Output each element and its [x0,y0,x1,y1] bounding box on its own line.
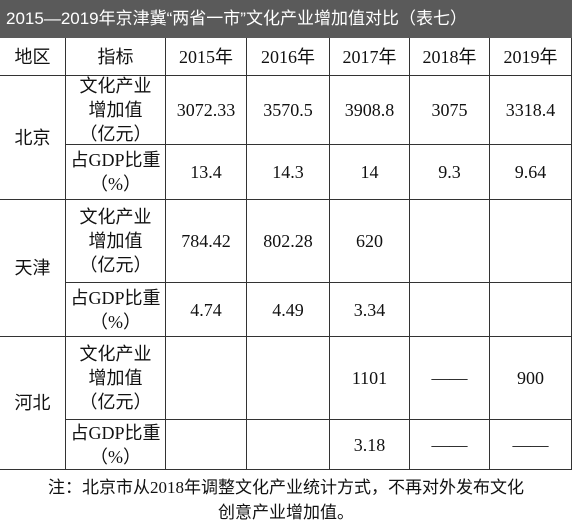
value-cell: 4.74 [166,283,247,337]
value-text: 14.3 [272,162,304,182]
value-cell [166,420,247,470]
value-text: 3318.4 [505,100,556,120]
value-text: 3570.5 [263,100,313,120]
value-cell: 3.34 [330,283,410,337]
indicator-line: 文化产业 [79,344,152,364]
note-line: 创意产业增加值。 [218,502,354,522]
header-text: 指标 [97,46,134,67]
value-cell: 3075 [410,76,490,145]
indicator-cell: 占GDP比重 （%） [66,283,166,337]
value-text: —— [431,368,468,388]
indicator-cell: 文化产业增加值 （亿元） [66,337,166,420]
value-cell: 784.42 [166,200,247,283]
header-text: 2019年 [503,46,558,67]
value-cell [490,283,572,337]
indicator-line: （%） [90,311,141,332]
indicator-line: 文化产业 [79,76,152,96]
value-text: 900 [517,368,544,388]
header-text: 2015年 [179,46,233,67]
header-cell: 2016年 [247,38,330,76]
indicator-line: （亿元） [79,255,152,275]
value-cell [166,337,247,420]
header-text: 2018年 [422,46,477,67]
value-text: 4.49 [272,299,304,320]
header-text: 2017年 [342,46,397,67]
value-cell [490,200,572,283]
value-text: 3.18 [353,434,386,455]
table-title: 2015—2019年京津冀“两省一市”文化产业增加值对比（表七） [0,0,572,38]
value-text: 9.64 [514,162,547,182]
header-cell: 2015年 [166,38,247,76]
value-cell: 802.28 [247,200,330,283]
indicator-line: 增加值 [88,100,143,120]
value-text: 3.34 [353,299,386,320]
value-cell: 9.64 [490,145,572,200]
value-cell: 9.3 [410,145,490,200]
header-text: 地区 [14,46,51,67]
region-text: 天津 [14,258,51,278]
value-text: 3075 [431,100,468,120]
value-cell: 1101 [330,337,410,420]
value-text: 784.42 [181,231,231,251]
header-cell: 地区 [0,38,66,76]
value-text: 9.3 [438,162,461,182]
value-text: 620 [356,231,383,251]
indicator-line: 增加值 [88,368,143,388]
value-cell: 3318.4 [490,76,572,145]
value-cell: 4.49 [247,283,330,337]
indicator-cell: 文化产业增加值 （亿元） [66,76,166,145]
value-cell [410,283,490,337]
value-cell: 3908.8 [330,76,410,145]
indicator-cell: 文化产业增加值 （亿元） [66,200,166,283]
region-cell: 北京 [0,76,66,200]
value-cell: 3570.5 [247,76,330,145]
value-text: 802.28 [263,231,313,251]
value-text: —— [431,434,468,455]
value-cell: 3.18 [330,420,410,470]
value-cell: 3072.33 [166,76,247,145]
region-cell: 河北 [0,337,66,470]
value-cell: —— [410,337,490,420]
indicator-cell: 占GDP比重 （%） [66,420,166,470]
value-text: 14 [360,162,379,182]
indicator-line: 占GDP比重 [70,422,161,443]
indicator-line: 占GDP比重 [70,287,161,308]
indicator-line: 占GDP比重 [70,150,161,170]
header-text: 2016年 [261,46,315,67]
value-cell: 620 [330,200,410,283]
note-line: 注：北京市从2018年调整文化产业统计方式，不再对外发布文化 [48,477,524,497]
value-text: 3072.33 [176,100,236,120]
header-cell: 2019年 [490,38,572,76]
value-cell: 13.4 [166,145,247,200]
value-cell [410,200,490,283]
indicator-line: 增加值 [88,231,143,251]
header-cell: 2018年 [410,38,490,76]
value-cell: —— [410,420,490,470]
indicator-line: （亿元） [79,124,152,144]
note: 注：北京市从2018年调整文化产业统计方式，不再对外发布文化 创意产业增加值。 [0,470,572,529]
value-cell [247,420,330,470]
value-cell [247,337,330,420]
header-cell: 指标 [66,38,166,76]
indicator-cell: 占GDP比重 （%） [66,145,166,200]
value-cell: 14 [330,145,410,200]
value-cell: 900 [490,337,572,420]
value-cell: —— [490,420,572,470]
indicator-line: （亿元） [79,392,152,412]
value-text: 13.4 [190,162,222,182]
region-text: 河北 [14,393,51,413]
value-text: 3908.8 [344,100,395,120]
region-cell: 天津 [0,200,66,337]
value-cell: 14.3 [247,145,330,200]
indicator-line: （%） [90,446,141,467]
region-text: 北京 [14,127,51,148]
header-cell: 2017年 [330,38,410,76]
value-text: —— [512,434,549,455]
value-text: 4.74 [190,299,222,320]
indicator-line: （%） [90,174,141,194]
value-text: 1101 [351,368,388,388]
indicator-line: 文化产业 [79,207,152,227]
